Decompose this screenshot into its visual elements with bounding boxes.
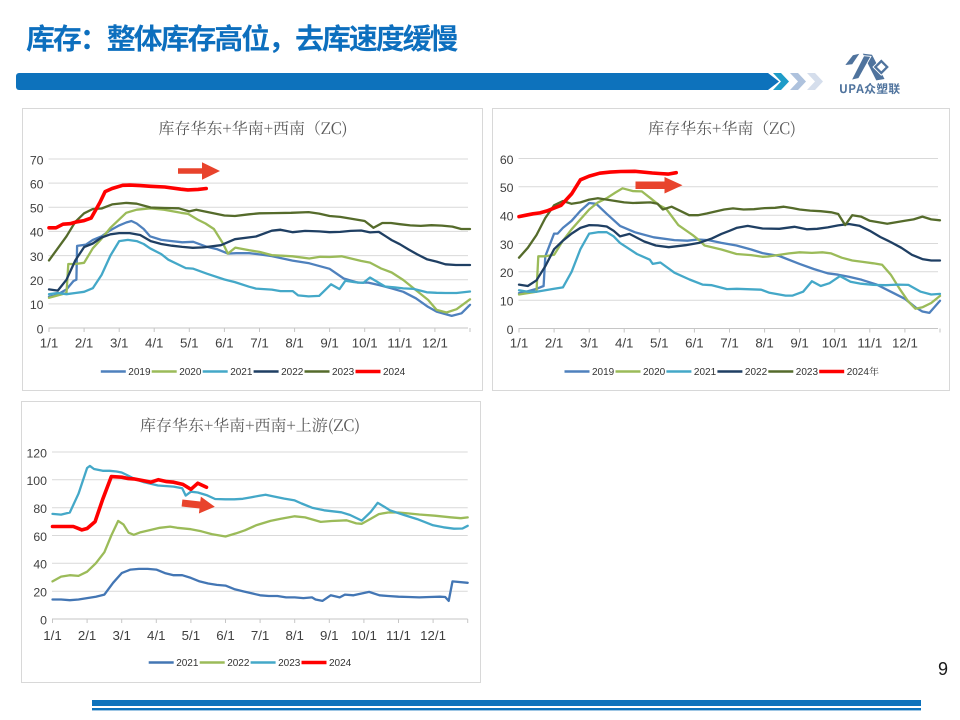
svg-text:70: 70 (30, 153, 44, 167)
svg-text:2020: 2020 (643, 367, 666, 378)
svg-text:80: 80 (33, 502, 47, 516)
svg-text:2021: 2021 (176, 658, 199, 669)
svg-text:12/1: 12/1 (422, 336, 448, 351)
svg-text:2022: 2022 (227, 658, 250, 669)
svg-text:2021: 2021 (694, 367, 717, 378)
svg-text:2023: 2023 (796, 367, 819, 378)
svg-text:9/1: 9/1 (320, 628, 339, 643)
svg-text:2023: 2023 (332, 367, 355, 378)
svg-text:6/1: 6/1 (215, 336, 234, 351)
svg-text:10: 10 (30, 298, 44, 312)
svg-text:7/1: 7/1 (250, 336, 269, 351)
svg-text:2024: 2024 (847, 367, 870, 378)
svg-text:2/1: 2/1 (545, 336, 564, 351)
svg-text:40: 40 (500, 210, 514, 224)
svg-text:9: 9 (938, 659, 948, 679)
svg-text:2022: 2022 (281, 367, 304, 378)
svg-text:10: 10 (500, 295, 514, 309)
svg-text:3/1: 3/1 (110, 336, 129, 351)
svg-text:30: 30 (500, 238, 514, 252)
svg-text:1/1: 1/1 (40, 336, 59, 351)
svg-text:6/1: 6/1 (685, 336, 704, 351)
svg-text:5/1: 5/1 (182, 628, 201, 643)
svg-text:2019: 2019 (128, 367, 151, 378)
svg-text:12/1: 12/1 (420, 628, 446, 643)
svg-text:6/1: 6/1 (216, 628, 235, 643)
svg-text:20: 20 (30, 274, 44, 288)
svg-text:120: 120 (26, 446, 47, 460)
svg-text:0: 0 (40, 613, 47, 627)
svg-text:0: 0 (37, 322, 44, 336)
svg-text:5/1: 5/1 (650, 336, 669, 351)
svg-text:12/1: 12/1 (892, 336, 918, 351)
svg-text:2020: 2020 (179, 367, 202, 378)
svg-text:2023: 2023 (278, 658, 301, 669)
svg-text:2022: 2022 (745, 367, 768, 378)
svg-text:11/1: 11/1 (386, 628, 411, 643)
svg-text:40: 40 (33, 558, 47, 572)
svg-text:11/1: 11/1 (387, 336, 412, 351)
svg-text:30: 30 (30, 250, 44, 264)
svg-text:3/1: 3/1 (112, 628, 131, 643)
svg-text:9/1: 9/1 (320, 336, 339, 351)
svg-text:4/1: 4/1 (145, 336, 164, 351)
svg-text:0: 0 (507, 323, 514, 337)
svg-text:7/1: 7/1 (251, 628, 270, 643)
svg-text:8/1: 8/1 (755, 336, 774, 351)
svg-text:2024: 2024 (329, 658, 352, 669)
svg-text:1/1: 1/1 (510, 336, 529, 351)
svg-text:1/1: 1/1 (43, 628, 62, 643)
svg-text:3/1: 3/1 (580, 336, 599, 351)
svg-text:60: 60 (500, 153, 514, 167)
svg-text:2/1: 2/1 (75, 336, 94, 351)
svg-text:60: 60 (30, 177, 44, 191)
svg-text:20: 20 (33, 586, 47, 600)
svg-text:8/1: 8/1 (285, 336, 304, 351)
svg-text:20: 20 (500, 266, 514, 280)
svg-text:50: 50 (500, 181, 514, 195)
svg-text:2024: 2024 (383, 367, 406, 378)
svg-text:9/1: 9/1 (790, 336, 809, 351)
svg-text:2019: 2019 (592, 367, 615, 378)
svg-text:4/1: 4/1 (147, 628, 166, 643)
svg-text:4/1: 4/1 (615, 336, 634, 351)
svg-text:50: 50 (30, 202, 44, 216)
svg-text:11/1: 11/1 (857, 336, 882, 351)
svg-text:100: 100 (26, 474, 47, 488)
svg-text:2021: 2021 (230, 367, 253, 378)
svg-text:10/1: 10/1 (822, 336, 848, 351)
svg-text:7/1: 7/1 (720, 336, 739, 351)
svg-text:2/1: 2/1 (78, 628, 97, 643)
svg-text:10/1: 10/1 (351, 628, 377, 643)
svg-text:5/1: 5/1 (180, 336, 199, 351)
svg-text:8/1: 8/1 (285, 628, 304, 643)
svg-text:10/1: 10/1 (352, 336, 378, 351)
svg-text:40: 40 (30, 226, 44, 240)
svg-text:60: 60 (33, 530, 47, 544)
